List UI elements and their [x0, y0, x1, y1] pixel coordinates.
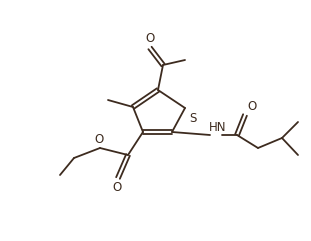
Text: O: O [247, 100, 256, 113]
Text: O: O [145, 32, 155, 45]
Text: O: O [94, 133, 104, 146]
Text: S: S [189, 112, 196, 125]
Text: HN: HN [209, 121, 226, 134]
Text: O: O [112, 181, 122, 194]
